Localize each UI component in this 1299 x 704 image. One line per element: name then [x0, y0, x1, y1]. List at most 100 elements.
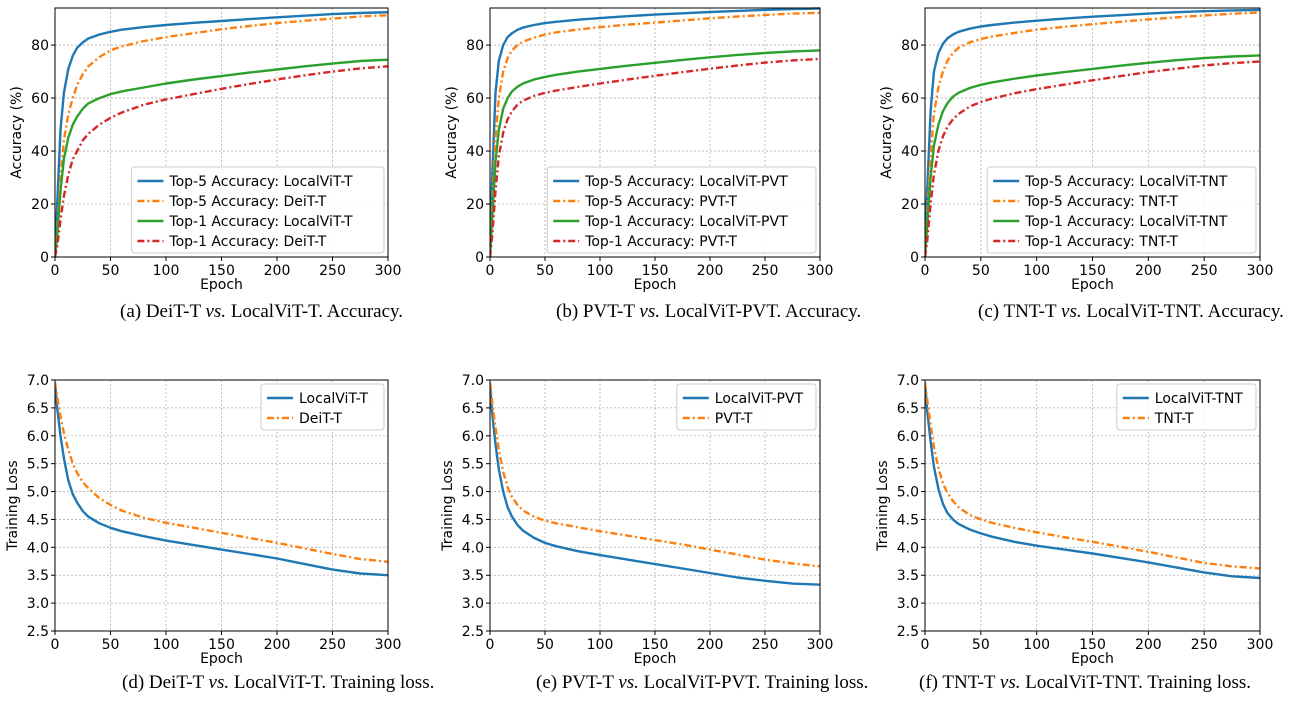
y-tick-label: 40 — [31, 144, 49, 160]
legend-label: Top-5 Accuracy: DeiT-T — [168, 194, 326, 210]
legend: LocalViT-PVT PVT-T — [676, 383, 817, 431]
legend-box — [676, 383, 817, 431]
y-tick-label: 3.5 — [27, 568, 49, 584]
y-tick-label: 5.0 — [27, 485, 49, 501]
x-tick-label: 150 — [208, 263, 235, 279]
legend-label: Top-1 Accuracy: DeiT-T — [168, 234, 326, 250]
y-tick-label: 60 — [901, 91, 919, 107]
y-tick-label: 80 — [31, 38, 49, 54]
caption-c-vs: vs. — [1061, 301, 1082, 322]
y-tick-label: 80 — [901, 38, 919, 54]
y-tick-label: 4.5 — [462, 512, 484, 528]
legend-label: Top-5 Accuracy: LocalViT-T — [168, 174, 353, 190]
caption-f: (f) TNT-T vs. LocalViT-TNT. Training los… — [919, 672, 1251, 694]
x-tick-label: 300 — [375, 263, 402, 279]
series-line-3 — [490, 49, 820, 257]
x-axis-label: Epoch — [634, 651, 677, 667]
caption-e-prefix: (e) PVT-T — [536, 672, 619, 693]
y-tick-label: 7.0 — [27, 373, 49, 389]
caption-b-suffix: LocalViT-PVT. Accuracy. — [659, 301, 862, 322]
series-line-1 — [55, 382, 388, 577]
x-tick-label: 250 — [319, 263, 346, 279]
legend-box — [1116, 383, 1257, 431]
x-tick-label: 100 — [1023, 263, 1050, 279]
x-tick-label: 100 — [1023, 637, 1050, 653]
legend-label: Top-5 Accuracy: LocalViT-PVT — [584, 174, 788, 190]
series-line-1 — [925, 8, 1260, 257]
x-tick-label: 50 — [536, 263, 554, 279]
y-axis-label: Training Loss — [440, 460, 456, 551]
legend-label: LocalViT-PVT — [715, 391, 804, 407]
x-axis-label: Epoch — [200, 651, 243, 667]
series-line-1 — [490, 7, 820, 257]
x-tick-label: 150 — [208, 637, 235, 653]
legend: Top-5 Accuracy: LocalViT-TNT Top-5 Accura… — [986, 166, 1257, 254]
y-tick-label: 3.0 — [27, 596, 49, 612]
series-line-2 — [490, 382, 820, 568]
y-tick-label: 40 — [901, 144, 919, 160]
y-tick-label: 2.5 — [27, 624, 49, 640]
caption-c-prefix: (c) TNT-T — [978, 301, 1062, 322]
x-axis-label: Epoch — [1071, 277, 1114, 293]
legend-label: Top-5 Accuracy: LocalViT-TNT — [1024, 174, 1228, 190]
y-axis-label: Accuracy (%) — [879, 86, 895, 179]
legend-label: TNT-T — [1154, 411, 1194, 427]
x-tick-label: 300 — [1247, 263, 1274, 279]
y-tick-label: 3.5 — [462, 568, 484, 584]
x-tick-label: 150 — [642, 263, 669, 279]
legend-label: LocalViT-TNT — [1155, 391, 1244, 407]
legend: Top-5 Accuracy: LocalViT-T Top-5 Accuracy… — [130, 166, 385, 254]
legend: Top-5 Accuracy: LocalViT-PVT Top-5 Accura… — [546, 166, 817, 254]
y-tick-label: 4.5 — [27, 512, 49, 528]
series-line-2 — [925, 11, 1260, 257]
x-tick-label: 0 — [51, 263, 60, 279]
x-tick-label: 0 — [921, 637, 930, 653]
y-tick-label: 80 — [466, 38, 484, 54]
x-tick-label: 50 — [972, 637, 990, 653]
y-tick-label: 20 — [466, 197, 484, 213]
y-tick-label: 3.0 — [462, 596, 484, 612]
legend-label: Top-1 Accuracy: TNT-T — [1024, 234, 1178, 250]
x-tick-label: 250 — [319, 637, 346, 653]
series-group-c — [925, 8, 1260, 257]
x-tick-label: 0 — [486, 637, 495, 653]
caption-f-suffix: LocalViT-TNT. Training loss. — [1020, 672, 1252, 693]
y-tick-label: 60 — [31, 91, 49, 107]
legend: LocalViT-T DeiT-T — [260, 383, 385, 431]
x-tick-label: 250 — [752, 637, 779, 653]
legend-box — [260, 383, 385, 431]
x-tick-label: 50 — [972, 263, 990, 279]
y-tick-label: 4.0 — [462, 540, 484, 556]
x-tick-label: 300 — [375, 637, 402, 653]
x-tick-label: 150 — [642, 637, 669, 653]
x-tick-label: 200 — [697, 637, 724, 653]
x-tick-label: 200 — [1135, 637, 1162, 653]
series-group-e — [490, 382, 820, 586]
y-tick-label: 4.5 — [897, 512, 919, 528]
caption-e-vs: vs. — [618, 672, 639, 693]
x-tick-label: 0 — [486, 263, 495, 279]
x-tick-label: 0 — [921, 263, 930, 279]
y-tick-label: 5.5 — [27, 457, 49, 473]
x-tick-label: 200 — [697, 263, 724, 279]
y-tick-label: 7.0 — [462, 373, 484, 389]
x-tick-label: 200 — [264, 263, 291, 279]
legend-label: Top-5 Accuracy: TNT-T — [1024, 194, 1178, 210]
caption-b-vs: vs. — [639, 301, 660, 322]
grid-f — [925, 380, 1260, 631]
caption-a-prefix: (a) DeiT-T — [120, 301, 206, 322]
series-line-1 — [925, 382, 1260, 580]
y-tick-label: 2.5 — [462, 624, 484, 640]
y-axis-label: Accuracy (%) — [444, 86, 460, 179]
y-tick-label: 5.0 — [897, 485, 919, 501]
y-axis-label: Accuracy (%) — [9, 86, 25, 179]
y-tick-label: 0 — [40, 250, 49, 266]
y-tick-label: 3.5 — [897, 568, 919, 584]
y-tick-label: 20 — [901, 197, 919, 213]
legend-label: Top-1 Accuracy: LocalViT-T — [168, 214, 353, 230]
y-tick-label: 2.5 — [897, 624, 919, 640]
